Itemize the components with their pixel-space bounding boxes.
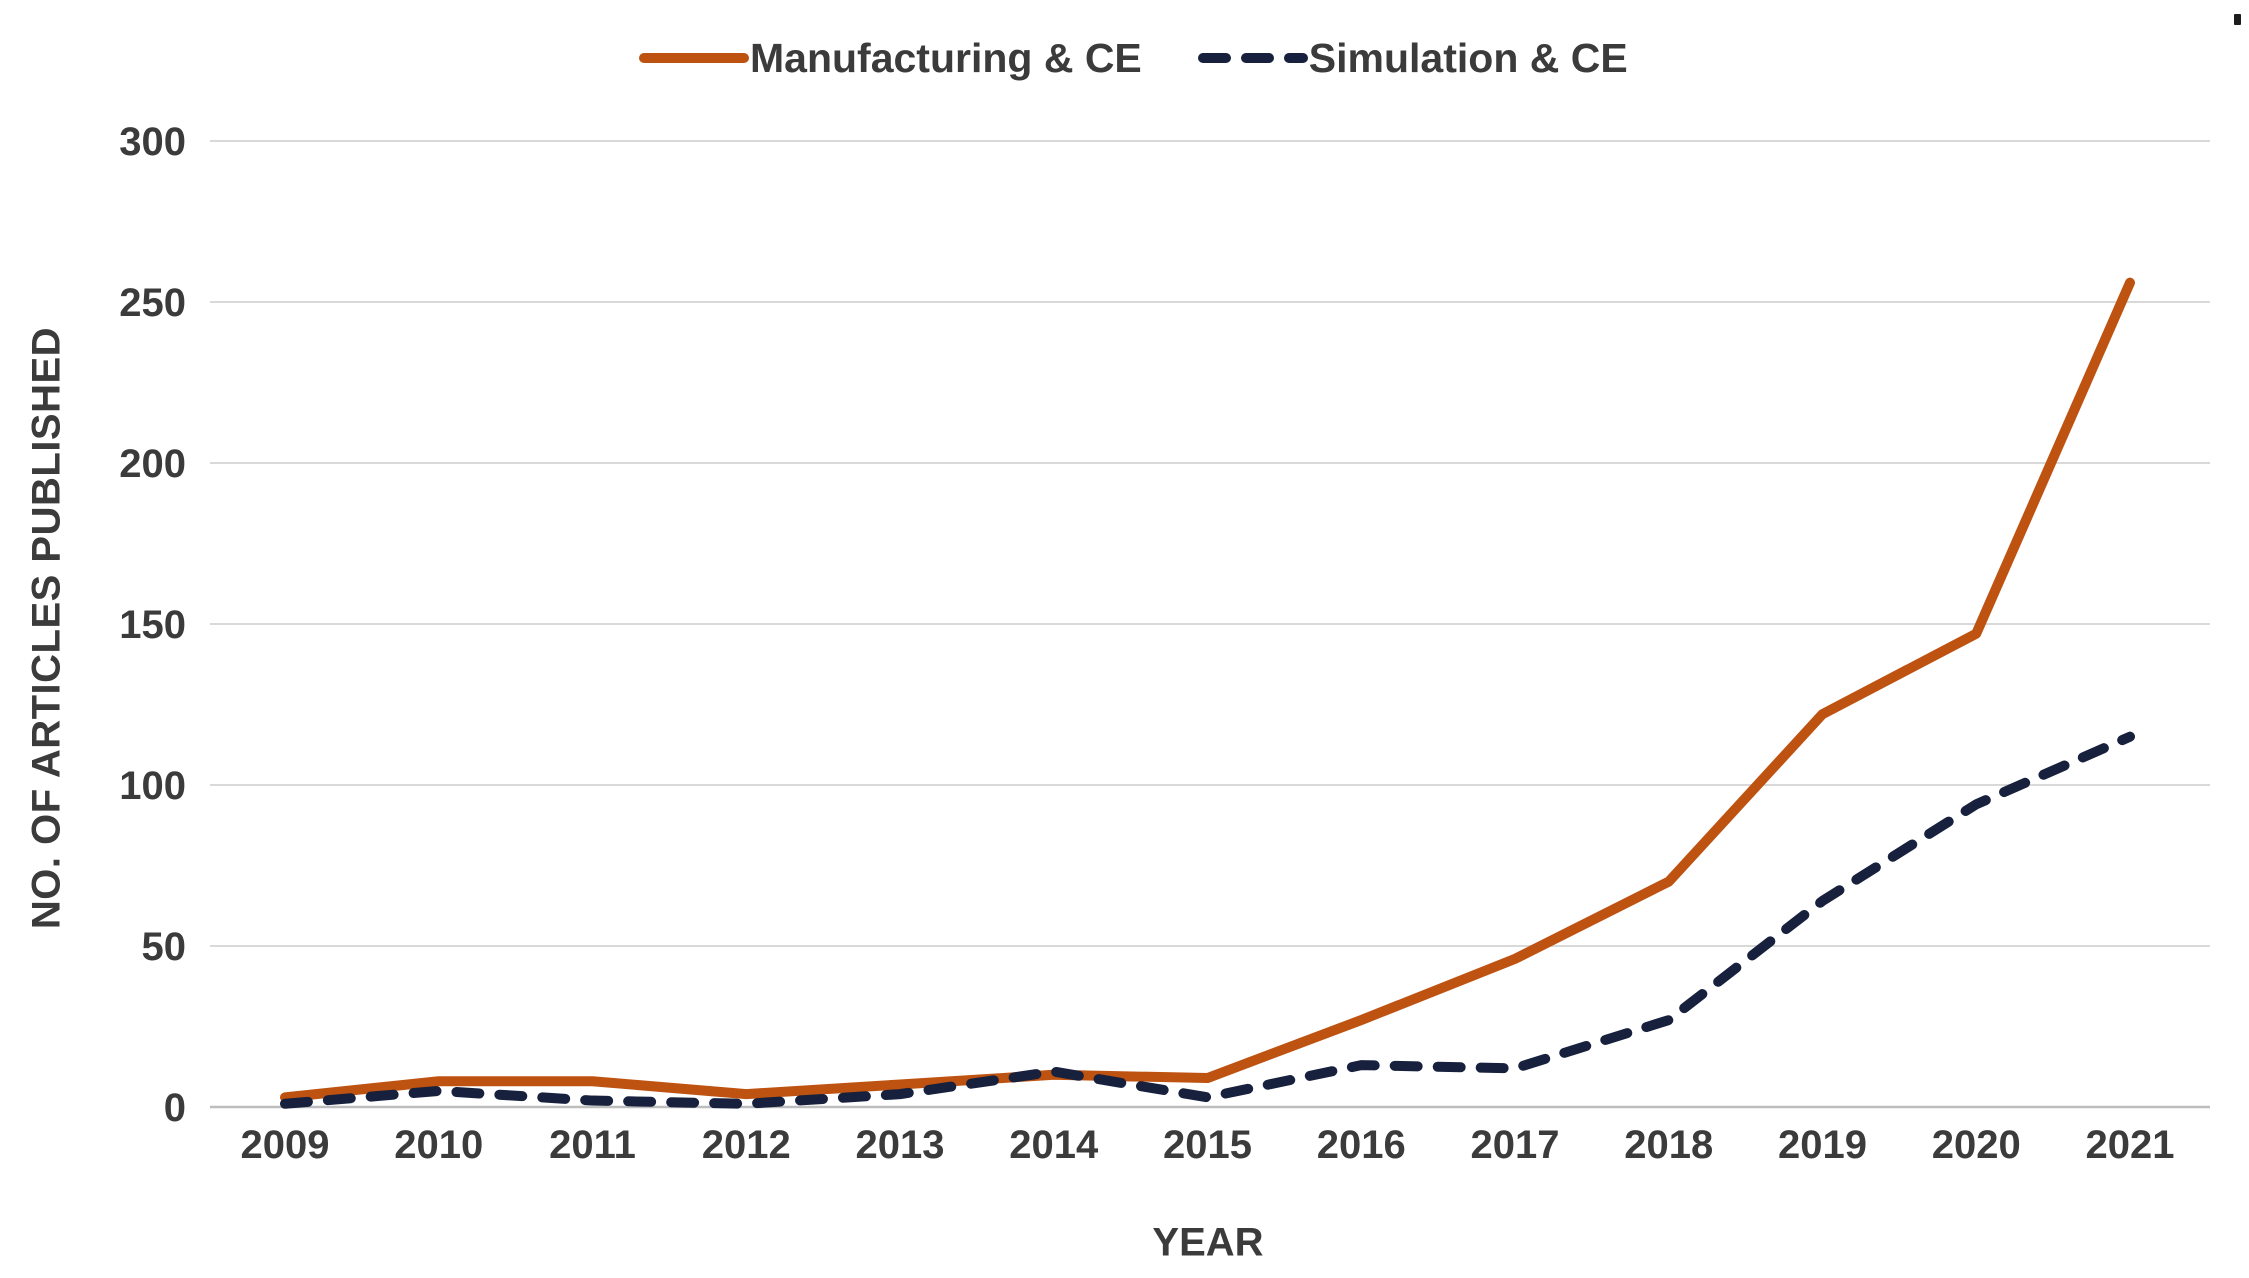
legend-line-solid-icon [639, 53, 749, 63]
y-tick-label: 250 [119, 281, 186, 325]
x-tick-label: 2013 [856, 1123, 945, 1167]
y-tick-label: 0 [164, 1086, 186, 1130]
y-tick-label: 300 [119, 120, 186, 164]
legend: Manufacturing & CE Simulation & CE [0, 20, 2249, 96]
legend-line-dashed-icon [1197, 53, 1308, 63]
x-tick-label: 2009 [241, 1123, 330, 1167]
y-tick-label: 50 [142, 925, 187, 969]
legend-item-simulation: Simulation & CE [1197, 34, 1628, 81]
x-tick-label: 2011 [549, 1123, 636, 1167]
y-axis-title: NO. OF ARTICLES PUBLISHED [24, 326, 69, 930]
legend-label-simulation: Simulation & CE [1308, 34, 1628, 81]
x-tick-label: 2021 [2086, 1123, 2175, 1167]
y-tick-label: 200 [119, 442, 186, 486]
x-tick-label: 2014 [1009, 1123, 1099, 1167]
x-tick-label: 2015 [1163, 1123, 1252, 1167]
x-tick-label: 2018 [1624, 1123, 1713, 1167]
x-tick-label: 2019 [1778, 1123, 1867, 1167]
x-tick-label: 2010 [394, 1123, 483, 1167]
legend-label-manufacturing: Manufacturing & CE [750, 34, 1142, 81]
y-tick-label: 100 [119, 764, 186, 808]
x-tick-label: 2012 [702, 1123, 791, 1167]
legend-item-manufacturing: Manufacturing & CE [638, 34, 1142, 81]
corner-artifact-mark [2234, 14, 2241, 25]
x-axis-title: YEAR [1152, 1220, 1264, 1265]
x-tick-label: 2020 [1932, 1123, 2021, 1167]
x-tick-label: 2017 [1471, 1123, 1560, 1167]
series-line-manufacturing-ce [280, 277, 2135, 1103]
series-line-simulation-ce [280, 731, 2135, 1109]
y-tick-label: 150 [119, 603, 186, 647]
x-tick-label: 2016 [1317, 1123, 1406, 1167]
